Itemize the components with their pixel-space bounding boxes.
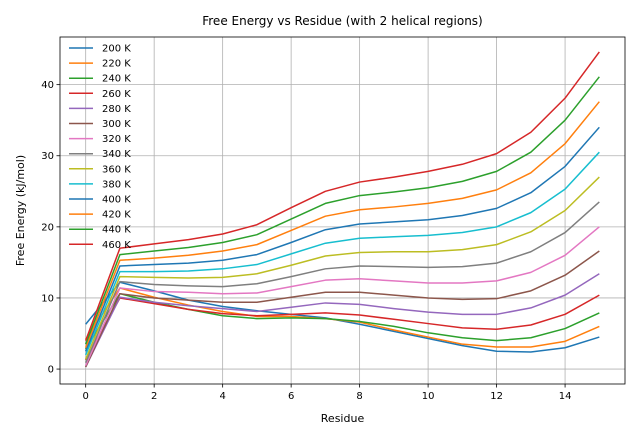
y-tick-label: 10: [41, 293, 54, 304]
x-axis-label: Residue: [321, 412, 365, 425]
legend: 200 K 220 K 240 K 260 K 280 K 300 K 320 K 340 K…: [69, 44, 131, 251]
legend-label: 440 K: [102, 225, 131, 236]
legend-label: 420 K: [102, 210, 131, 221]
legend-label: 300 K: [102, 119, 131, 130]
x-tick-label: 0: [82, 391, 88, 402]
series-line-400-k: [84, 126, 600, 352]
y-tick-label: 30: [41, 151, 54, 162]
series-line-320-k: [84, 226, 600, 366]
legend-label: 240 K: [102, 74, 131, 85]
series-line-380-k: [84, 151, 600, 356]
x-tick-label: 14: [559, 391, 572, 402]
x-tick-label: 12: [490, 391, 503, 402]
plot-frame: [59, 36, 626, 385]
series-line-260-k: [85, 294, 600, 361]
series-line-460-k: [84, 51, 600, 341]
y-tick-label: 40: [41, 80, 54, 91]
series-line-280-k: [85, 273, 600, 368]
series-line-360-k: [84, 176, 600, 360]
x-tick-label: 10: [422, 391, 435, 402]
x-tick-label: 8: [356, 391, 362, 402]
x-tick-label: 6: [288, 391, 294, 402]
legend-label: 220 K: [102, 59, 131, 70]
legend-label: 360 K: [102, 164, 131, 175]
x-tick-label: 4: [219, 391, 225, 402]
legend-label: 320 K: [102, 134, 131, 145]
series-line-340-k: [84, 201, 600, 363]
axis-ticks: 0 2 4 6 8 10 12 14 0 10 20 30 40: [41, 80, 571, 402]
legend-label: 400 K: [102, 195, 131, 206]
legend-label: 460 K: [102, 240, 131, 251]
legend-label: 200 K: [102, 44, 131, 55]
y-axis-label: Free Energy (kJ/mol): [14, 155, 27, 266]
y-tick-label: 20: [41, 222, 54, 233]
series-line-440-k: [84, 76, 600, 345]
legend-label: 340 K: [102, 149, 131, 160]
series-line-300-k: [85, 250, 600, 368]
series-line-420-k: [84, 101, 600, 349]
series-lines: [84, 51, 600, 368]
x-tick-label: 2: [151, 391, 157, 402]
legend-label: 260 K: [102, 89, 131, 100]
chart-title: Free Energy vs Residue (with 2 helical r…: [202, 14, 483, 28]
y-tick-label: 0: [48, 365, 54, 376]
legend-label: 280 K: [102, 104, 131, 115]
legend-label: 380 K: [102, 179, 131, 190]
